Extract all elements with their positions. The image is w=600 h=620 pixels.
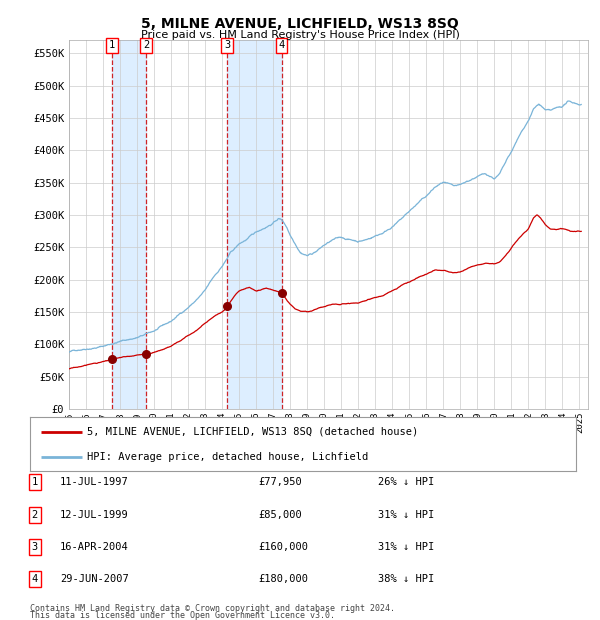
Bar [227,40,281,409]
Text: 5, MILNE AVENUE, LICHFIELD, WS13 8SQ (detached house): 5, MILNE AVENUE, LICHFIELD, WS13 8SQ (de… [88,427,419,437]
Text: HPI: Average price, detached house, Lichfield: HPI: Average price, detached house, Lich… [88,452,368,462]
Text: £85,000: £85,000 [258,510,302,520]
Text: 11-JUL-1997: 11-JUL-1997 [60,477,129,487]
Text: 1: 1 [109,40,115,50]
Text: Price paid vs. HM Land Registry's House Price Index (HPI): Price paid vs. HM Land Registry's House … [140,30,460,40]
Text: 4: 4 [278,40,284,50]
Text: Contains HM Land Registry data © Crown copyright and database right 2024.: Contains HM Land Registry data © Crown c… [30,603,395,613]
Text: 3: 3 [224,40,230,50]
Text: 4: 4 [32,574,38,584]
Text: 3: 3 [32,542,38,552]
Text: 31% ↓ HPI: 31% ↓ HPI [378,510,434,520]
Text: 26% ↓ HPI: 26% ↓ HPI [378,477,434,487]
Text: 1: 1 [32,477,38,487]
Text: 2: 2 [143,40,149,50]
Text: This data is licensed under the Open Government Licence v3.0.: This data is licensed under the Open Gov… [30,611,335,620]
Text: £160,000: £160,000 [258,542,308,552]
Text: 12-JUL-1999: 12-JUL-1999 [60,510,129,520]
Text: 38% ↓ HPI: 38% ↓ HPI [378,574,434,584]
Text: 31% ↓ HPI: 31% ↓ HPI [378,542,434,552]
Text: £77,950: £77,950 [258,477,302,487]
Bar [112,40,146,409]
Text: £180,000: £180,000 [258,574,308,584]
Text: 5, MILNE AVENUE, LICHFIELD, WS13 8SQ: 5, MILNE AVENUE, LICHFIELD, WS13 8SQ [141,17,459,32]
Text: 29-JUN-2007: 29-JUN-2007 [60,574,129,584]
Text: 16-APR-2004: 16-APR-2004 [60,542,129,552]
Text: 2: 2 [32,510,38,520]
